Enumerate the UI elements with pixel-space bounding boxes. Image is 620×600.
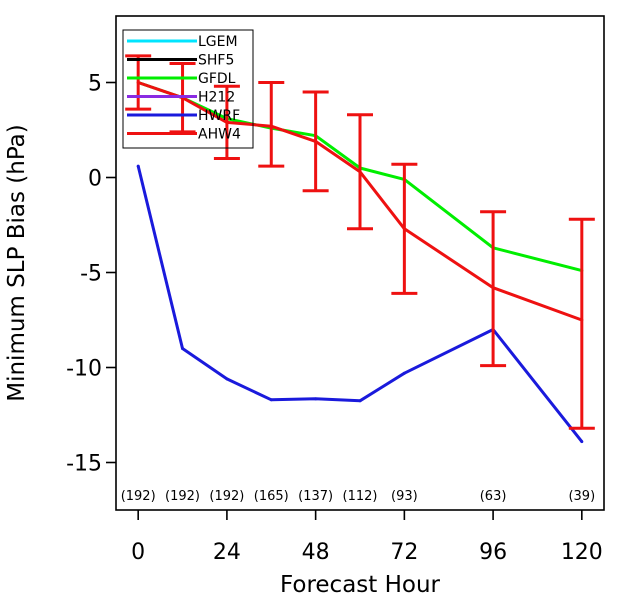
legend: LGEM SHF5 GFDL H212 HWRF AHW4 — [122, 29, 254, 149]
errorbar-layer — [125, 54, 595, 430]
x-tick-label: 72 — [390, 540, 418, 565]
y-tick-label: -10 — [66, 357, 102, 382]
legend-label-lgem: LGEM — [198, 34, 238, 50]
data-point-hwrf — [402, 371, 406, 375]
x-tick-label: 24 — [213, 540, 241, 565]
y-axis-title: Minimum SLP Bias (hPa) — [4, 124, 30, 402]
y-tick-label: -5 — [80, 262, 102, 287]
legend-label-h212: H212 — [198, 90, 235, 106]
data-point-hwrf — [314, 397, 318, 401]
y-tick-label: 0 — [88, 167, 102, 192]
sample-count-label: (39) — [568, 489, 595, 504]
data-point-hwrf — [580, 440, 584, 444]
legend-label-ahw4: AHW4 — [198, 127, 241, 143]
legend-label-hwrf: HWRF — [198, 108, 240, 124]
sample-count-label: (93) — [391, 489, 418, 504]
legend-label-shf5: SHF5 — [198, 53, 234, 69]
x-tick-label: 0 — [131, 540, 145, 565]
sample-count-label: (192) — [165, 489, 200, 504]
legend-label-gfdl: GFDL — [198, 71, 236, 87]
data-point-hwrf — [225, 377, 229, 381]
sample-count-label: (137) — [298, 489, 333, 504]
sample-count-label: (112) — [343, 489, 378, 504]
sample-count-label: (192) — [121, 489, 156, 504]
y-tick-label: -15 — [66, 452, 102, 477]
plot-frame — [115, 15, 605, 511]
x-tick-label: 96 — [479, 540, 507, 565]
sample-count-label: (192) — [209, 489, 244, 504]
sample-count-label: (63) — [480, 489, 507, 504]
legend-items: LGEM SHF5 GFDL H212 HWRF AHW4 — [127, 34, 241, 143]
data-point-hwrf — [136, 164, 140, 168]
x-tick-label: 120 — [561, 540, 603, 565]
legend-box — [122, 29, 254, 149]
axis-layer: 0 24 48 72 96 120 5 0 -5 -10 -15 — [66, 72, 603, 566]
x-tick-label: 48 — [302, 540, 330, 565]
x-axis-title: Forecast Hour — [280, 572, 441, 598]
y-tick-label: 5 — [88, 72, 102, 97]
data-point-hwrf — [358, 399, 362, 403]
data-point-hwrf — [181, 347, 185, 350]
sample-count-label: (165) — [254, 489, 289, 504]
data-point-hwrf — [269, 398, 273, 402]
sample-count-layer: (192) (192) (192) (165) (137) (112) (93) (63) (3… — [121, 489, 595, 504]
